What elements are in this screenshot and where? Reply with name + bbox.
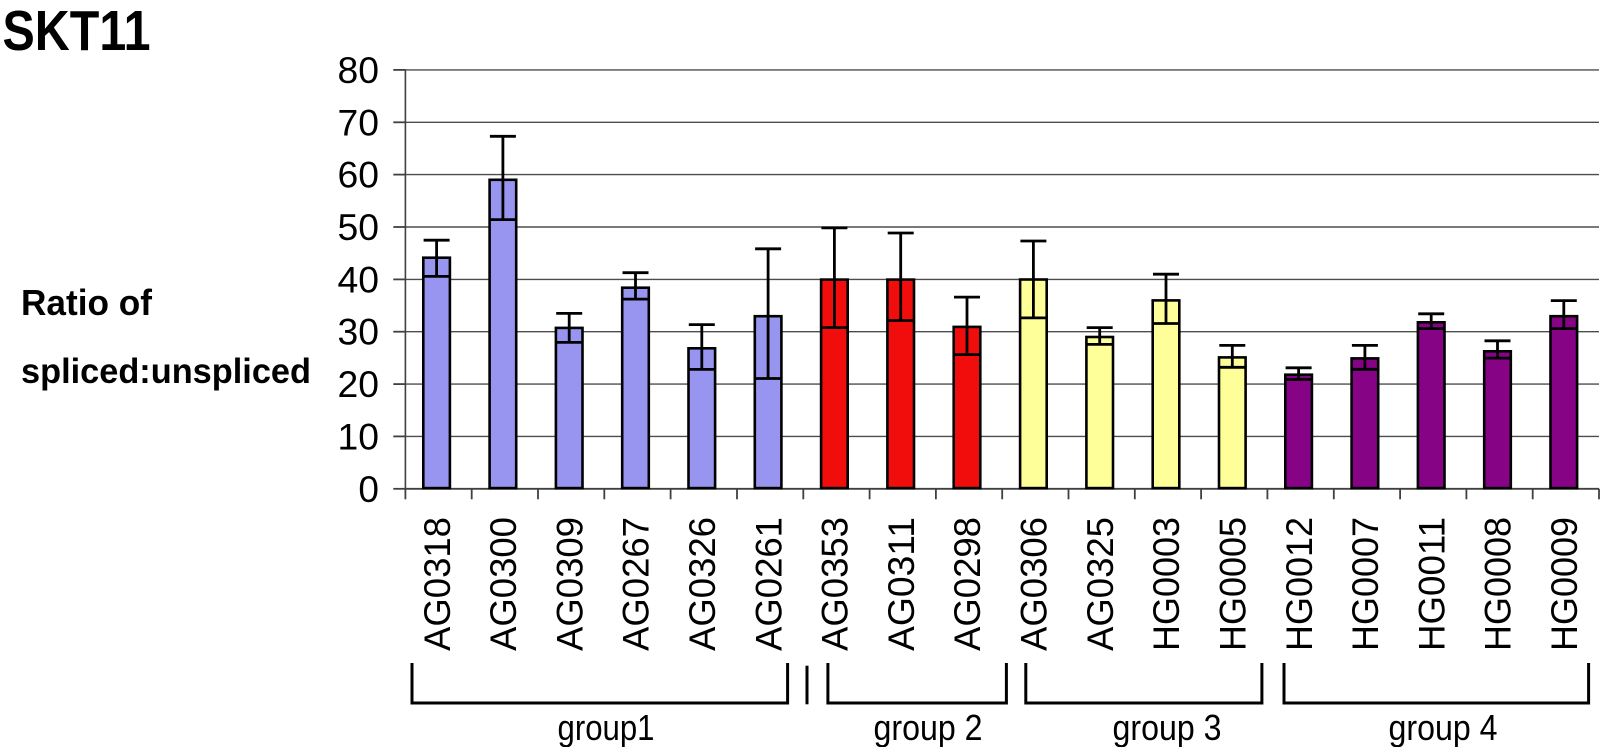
svg-text:HG0012: HG0012 [1279,517,1320,651]
svg-text:60: 60 [338,155,380,196]
svg-text:AG0306: AG0306 [1014,517,1055,651]
svg-text:AG0309: AG0309 [549,517,590,651]
svg-text:70: 70 [338,102,380,143]
svg-text:AG0318: AG0318 [417,517,458,651]
svg-text:HG0009: HG0009 [1544,517,1585,651]
svg-text:AG0353: AG0353 [815,517,856,651]
svg-text:group 3: group 3 [1113,707,1222,747]
svg-text:HG0008: HG0008 [1478,517,1519,651]
svg-text:group 2: group 2 [874,707,983,747]
svg-text:50: 50 [338,207,380,248]
svg-text:AG0298: AG0298 [947,517,988,651]
svg-text:HG0005: HG0005 [1213,517,1254,651]
svg-text:HG0011: HG0011 [1411,517,1452,651]
svg-text:0: 0 [358,469,379,510]
svg-text:spliced:unspliced: spliced:unspliced [21,352,311,391]
svg-text:AG0326: AG0326 [682,517,723,651]
svg-text:AG0300: AG0300 [483,517,524,651]
svg-text:40: 40 [338,259,380,300]
svg-text:AG0311: AG0311 [881,517,922,651]
svg-text:HG0003: HG0003 [1146,517,1187,651]
svg-text:AG0325: AG0325 [1080,517,1121,651]
svg-text:10: 10 [338,416,380,457]
svg-text:AG0267: AG0267 [616,517,657,651]
svg-text:Ratio of: Ratio of [21,282,153,323]
svg-text:HG0007: HG0007 [1345,517,1386,651]
svg-text:30: 30 [338,312,380,353]
svg-text:group1: group1 [558,707,655,747]
svg-text:80: 80 [338,50,380,91]
svg-text:20: 20 [338,364,380,405]
svg-text:SKT11: SKT11 [3,0,151,63]
svg-text:group 4: group 4 [1389,707,1498,747]
svg-text:AG0261: AG0261 [748,517,789,651]
